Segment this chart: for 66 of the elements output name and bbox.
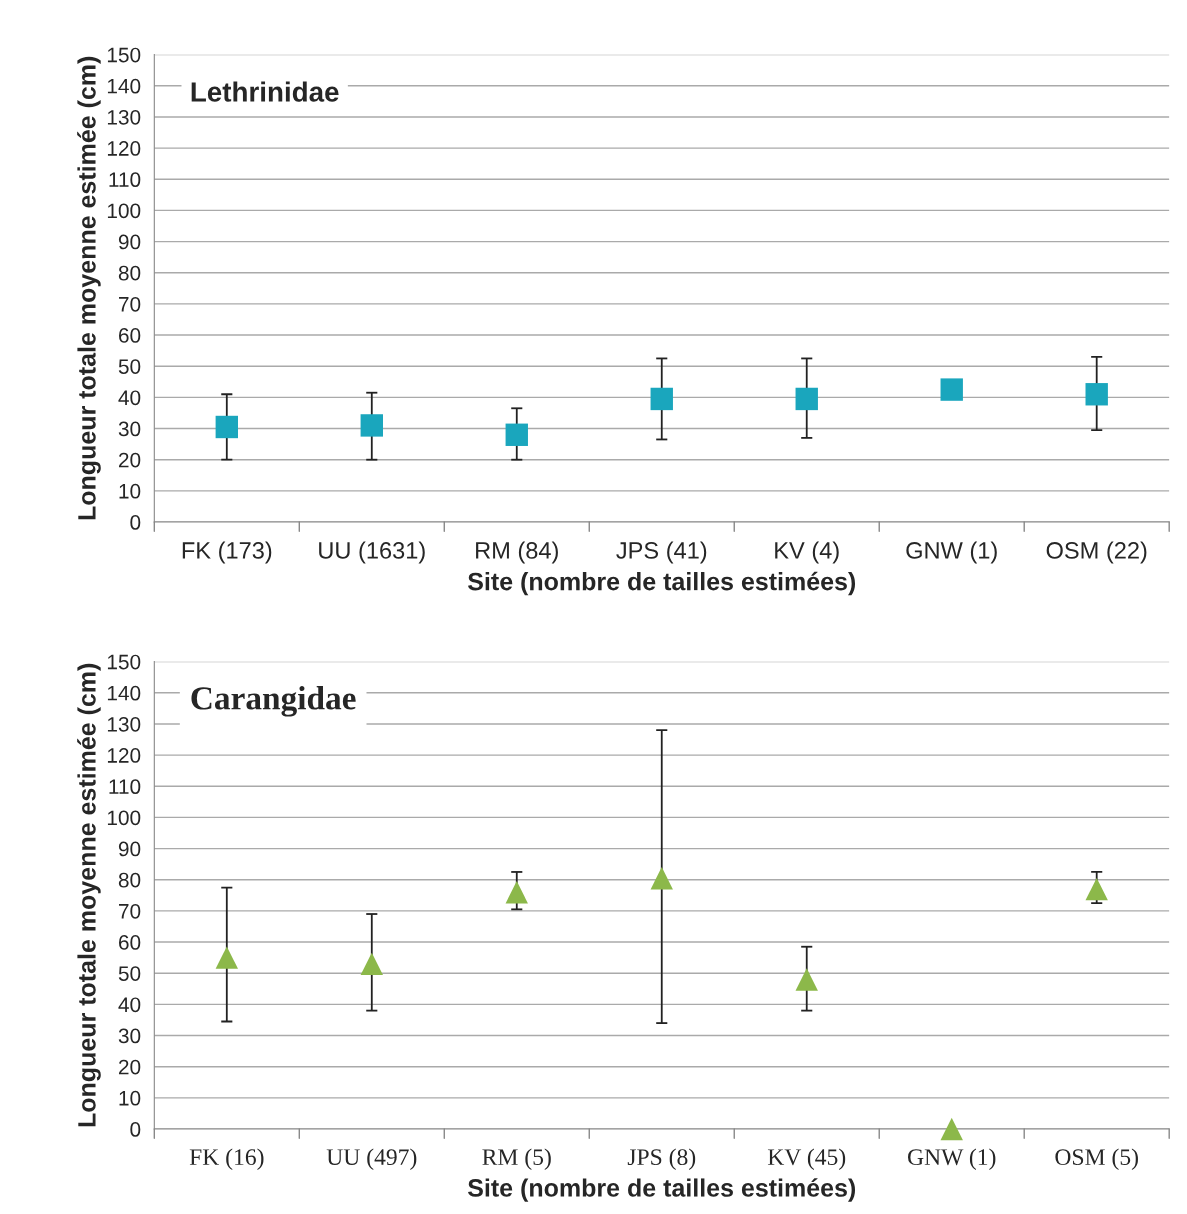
y-tick-label: 110 xyxy=(109,172,141,188)
y-tick-label: 10 xyxy=(119,483,141,499)
point xyxy=(505,423,528,446)
x-tick-label: GNW (1) xyxy=(906,541,997,564)
y-tick-label: 70 xyxy=(119,296,141,312)
point xyxy=(215,946,238,969)
x-tick-label: JPS (8) xyxy=(627,1148,696,1170)
y-tick-label: 40 xyxy=(118,390,141,406)
point xyxy=(795,387,818,411)
y-tick-label: 100 xyxy=(107,203,141,219)
x-tick-label: JPS (41) xyxy=(616,541,707,564)
y-tick-label: 140 xyxy=(107,685,141,701)
y-tick-label: 50 xyxy=(118,359,141,374)
y-tick-label: 30 xyxy=(118,421,141,437)
y-tick-label: 120 xyxy=(107,748,141,763)
y-tick-label: 10 xyxy=(119,1090,141,1106)
y-tick-label: 0 xyxy=(130,1122,141,1137)
y-tick-label: 50 xyxy=(118,966,141,981)
y-tick-label: 60 xyxy=(119,935,141,950)
x-tick-label: KV (4) xyxy=(775,541,839,564)
point xyxy=(1085,383,1108,406)
x-tick-label: FK (173) xyxy=(182,541,272,564)
y-tick-label: 100 xyxy=(107,810,141,826)
x-tick-label: KV (45) xyxy=(767,1148,846,1170)
y-tick-label: 130 xyxy=(107,109,141,125)
point xyxy=(360,952,383,976)
y-tick-label: 150 xyxy=(107,47,141,63)
y-tick-label: 20 xyxy=(118,452,141,468)
x-tick-label: RM (84) xyxy=(476,541,558,564)
y-tick-label: 90 xyxy=(118,841,141,857)
y-tick-label: 40 xyxy=(118,997,141,1013)
point xyxy=(940,1117,963,1141)
y-tick-label: 60 xyxy=(119,328,141,343)
x-tick-label: RM (5) xyxy=(482,1148,551,1170)
point xyxy=(505,881,528,904)
point xyxy=(360,414,383,437)
y-tick-label: 150 xyxy=(107,654,141,670)
text: Carangidae xyxy=(191,686,356,717)
point xyxy=(940,378,963,401)
x-axis-title: Site (nombre de tailles estimées) xyxy=(467,571,856,596)
x-tick-label: OSM (22) xyxy=(1046,541,1147,564)
y-tick-label: 130 xyxy=(107,716,141,732)
x-tick-label: FK (16) xyxy=(189,1148,264,1170)
x-tick-label: GNW (1) xyxy=(907,1148,996,1170)
y-tick-label: 30 xyxy=(118,1028,141,1044)
y-tick-label: 90 xyxy=(118,234,141,250)
point xyxy=(650,387,673,411)
x-tick-label: OSM (5) xyxy=(1055,1148,1138,1170)
y-axis-title: Longueur totale moyenne estimée (cm) xyxy=(77,663,101,1127)
x-axis-title: Site (nombre de tailles estimées) xyxy=(467,1178,856,1202)
y-tick-label: 80 xyxy=(118,265,141,281)
y-tick-label: 20 xyxy=(118,1059,141,1075)
point xyxy=(795,968,818,991)
y-axis-title: Longueur totale moyenne estimée (cm) xyxy=(77,56,101,520)
x-tick-label: UU (497) xyxy=(326,1148,417,1170)
y-tick-label: 0 xyxy=(130,515,141,530)
y-tick-label: 140 xyxy=(107,78,141,94)
x-tick-label: UU (1631) xyxy=(319,541,425,564)
point xyxy=(215,415,238,439)
y-tick-label: 70 xyxy=(119,903,141,919)
point xyxy=(1085,877,1108,901)
y-tick-label: 110 xyxy=(109,779,141,795)
point xyxy=(650,866,673,890)
y-tick-label: 80 xyxy=(118,872,141,888)
text: Lethrinidae xyxy=(191,81,339,102)
y-tick-label: 120 xyxy=(107,141,141,156)
